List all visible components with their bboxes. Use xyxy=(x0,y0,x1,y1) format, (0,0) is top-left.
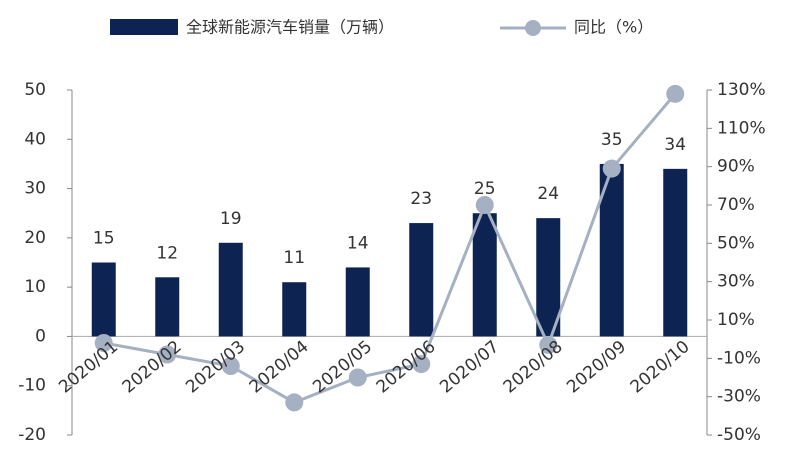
y2-tick-label: 90% xyxy=(717,157,755,177)
data-label: 34 xyxy=(664,135,686,155)
bar xyxy=(472,213,497,337)
data-label: 15 xyxy=(93,229,115,249)
legend-swatch xyxy=(110,19,178,35)
line-marker xyxy=(412,355,431,374)
y2-tick-label: 10% xyxy=(717,310,755,330)
x-tick-label: 2020/01 xyxy=(55,337,122,398)
data-label: 14 xyxy=(347,233,369,253)
x-tick-label: 2020/09 xyxy=(563,337,630,398)
y-tick-label: -10 xyxy=(18,376,46,396)
y2-tick-label: 130% xyxy=(717,80,766,100)
data-label: 35 xyxy=(601,130,623,150)
x-tick-label: 2020/10 xyxy=(627,337,694,398)
x-tick-label: 2020/05 xyxy=(309,337,376,398)
x-tick-label: 2020/07 xyxy=(436,337,503,398)
line-marker xyxy=(285,393,304,412)
bar xyxy=(663,168,688,337)
y-tick-label: 40 xyxy=(24,129,46,149)
y2-tick-label: 30% xyxy=(717,272,755,292)
bar xyxy=(155,277,180,337)
y-tick-label: 0 xyxy=(35,326,46,346)
bar xyxy=(536,218,561,337)
data-label: 23 xyxy=(410,189,432,209)
bar xyxy=(282,282,307,337)
x-tick-label: 2020/04 xyxy=(246,337,313,398)
line-marker xyxy=(666,84,685,103)
x-tick-label: 2020/08 xyxy=(500,337,567,398)
line-marker xyxy=(475,196,494,214)
y-tick-label: -20 xyxy=(18,425,46,445)
y2-tick-label: 110% xyxy=(717,118,766,138)
data-label: 25 xyxy=(474,179,496,199)
bar xyxy=(409,223,434,337)
x-tick-label: 2020/02 xyxy=(119,337,186,398)
line-marker xyxy=(221,357,240,375)
line-marker xyxy=(158,345,177,364)
data-label: 11 xyxy=(283,248,305,268)
data-label: 12 xyxy=(156,243,178,263)
legend-label: 同比（%） xyxy=(574,18,653,37)
line-marker xyxy=(348,368,367,387)
line-marker xyxy=(602,159,621,178)
legend-marker xyxy=(525,20,541,36)
y-tick-label: 10 xyxy=(24,277,46,297)
bar xyxy=(91,262,116,337)
y2-tick-label: -50% xyxy=(717,425,761,445)
y-tick-label: 30 xyxy=(24,179,46,199)
y-tick-label: 20 xyxy=(24,228,46,248)
line xyxy=(103,92,677,405)
line-marker xyxy=(539,335,558,354)
legend-label: 全球新能源汽车销量（万辆） xyxy=(186,18,394,37)
bar xyxy=(345,267,370,337)
y-tick-label: 50 xyxy=(24,80,46,100)
line-marker xyxy=(94,334,113,352)
y2-tick-label: 70% xyxy=(717,195,755,215)
y2-tick-label: -10% xyxy=(717,348,761,368)
y2-tick-label: 50% xyxy=(717,233,755,253)
bar xyxy=(218,242,243,337)
data-label: 19 xyxy=(220,209,242,229)
data-label: 24 xyxy=(537,184,559,204)
y2-tick-label: -30% xyxy=(717,387,761,407)
